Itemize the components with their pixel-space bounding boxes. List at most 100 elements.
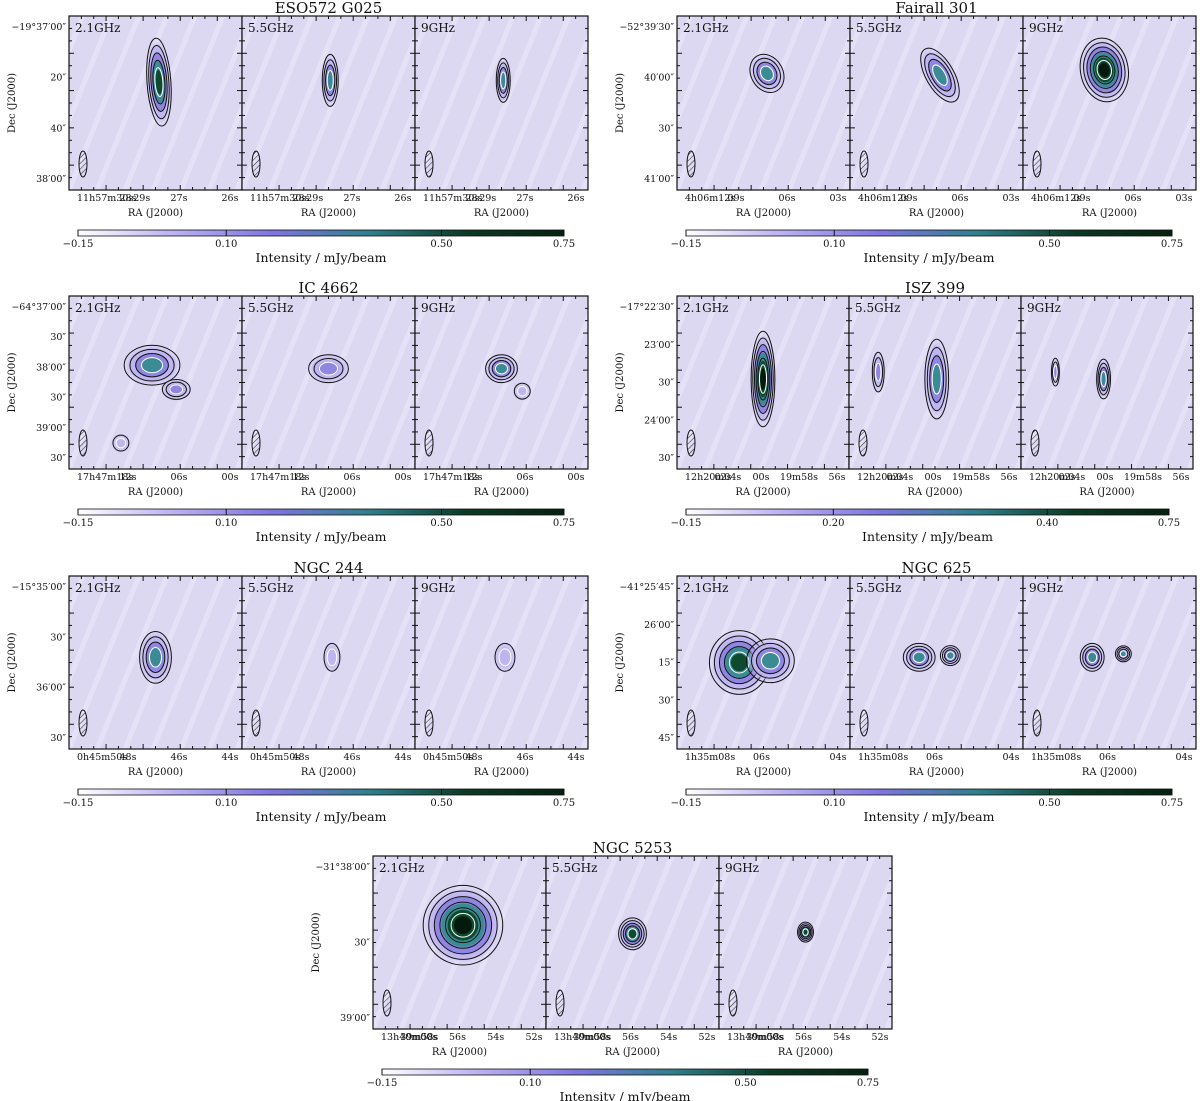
noise-stripe <box>468 16 544 190</box>
contour-line <box>728 651 750 674</box>
x-axis-label: RA (J2000) <box>128 487 183 498</box>
contour-line <box>516 385 528 397</box>
noise-stripe <box>800 856 876 1029</box>
noise-stripe <box>931 576 1007 749</box>
contour-line <box>1087 651 1098 664</box>
contour-line <box>755 350 771 408</box>
contour-line <box>1053 365 1058 379</box>
contour-line <box>627 928 638 940</box>
contour-line <box>498 648 512 667</box>
noise-stripe <box>730 16 806 190</box>
ra-tick-label: 4h06m12s <box>858 193 908 204</box>
frequency-label: 2.1GHz <box>683 21 728 35</box>
noise-stripe <box>415 576 460 687</box>
ra-tick-label: 11h57m30s29s <box>423 193 496 204</box>
contour-line <box>150 52 168 112</box>
beam-ellipse <box>251 709 261 737</box>
y-axis-label: Dec (J2000) <box>311 912 322 972</box>
contour-line <box>932 64 948 86</box>
ra-tick-label: 06s <box>779 193 796 204</box>
beam-ellipse <box>78 150 88 178</box>
noise-stripe <box>786 591 850 749</box>
ra-tick-label: 02s <box>887 472 904 483</box>
noise-stripe <box>958 314 1021 469</box>
colorbar-tick-label: −0.15 <box>671 239 702 250</box>
emission-blob <box>142 358 163 373</box>
y-axis-label: Dec (J2000) <box>7 73 18 133</box>
emission-blob <box>761 652 779 669</box>
noise-stripe <box>69 296 114 407</box>
beam-ellipse <box>424 150 434 178</box>
colorbar-tick-label: 0.50 <box>430 239 452 250</box>
dec-tick-label: −19°37′00″ <box>11 22 66 33</box>
contour-line <box>323 59 338 102</box>
contour-line <box>752 57 781 90</box>
target-title: IC 4662 <box>298 279 358 297</box>
noise-stripe <box>677 296 694 338</box>
frequency-label: 5.5GHz <box>248 21 293 35</box>
noise-stripe <box>524 311 588 469</box>
contour-line <box>491 360 512 378</box>
colorbar-tick-label: 0.20 <box>822 518 844 529</box>
contour-line <box>148 647 163 668</box>
noise-stripe <box>178 31 242 190</box>
ra-tick-label: 00s <box>925 472 942 483</box>
ra-tick-label: 56s <box>795 1032 812 1043</box>
contour-line <box>1093 55 1116 85</box>
noise-stripe <box>786 314 849 469</box>
y-axis-label: Dec (J2000) <box>615 632 626 692</box>
noise-stripe <box>267 576 343 749</box>
target-title: ISZ 399 <box>905 279 965 297</box>
frequency-label: 9GHz <box>1027 301 1061 315</box>
noise-stripe <box>295 16 371 190</box>
emission-blob <box>933 65 947 85</box>
colorbar-tick-label: 0.50 <box>1038 798 1060 809</box>
colorbar-label: Intensity / mJy/beam <box>256 809 387 824</box>
colorbar-tick-label: −0.15 <box>671 798 702 809</box>
noise-stripe <box>814 660 850 749</box>
contour-line <box>115 437 127 449</box>
contour-line <box>1079 642 1105 672</box>
ra-tick-label: 54s <box>487 1032 504 1043</box>
contour-line <box>801 926 810 938</box>
emission-blob <box>155 69 163 95</box>
ra-tick-label: 46s <box>344 752 361 763</box>
noise-stripe <box>496 16 572 190</box>
contour-line <box>140 357 164 374</box>
contour-line <box>488 357 515 381</box>
noise-stripe <box>415 16 432 58</box>
ra-tick-label: 28s <box>120 193 137 204</box>
noise-stripe <box>242 576 287 687</box>
contour-line <box>906 645 933 669</box>
emission-blob <box>453 916 472 935</box>
ra-tick-label: 06s <box>517 472 534 483</box>
x-axis-label: RA (J2000) <box>301 767 356 778</box>
contour-line <box>875 362 882 382</box>
contour-line <box>498 66 508 94</box>
ra-tick-label: 06s <box>344 472 361 483</box>
colorbar-tick-label: 0.75 <box>553 798 575 809</box>
x-axis-label: RA (J2000) <box>301 208 356 219</box>
x-axis-label: RA (J2000) <box>1079 487 1134 498</box>
ra-tick-label: 52s <box>699 1032 716 1043</box>
contour-line <box>929 355 945 403</box>
contour-line <box>941 647 959 664</box>
colorbar-label: Intensity / mJy/beam <box>862 529 993 544</box>
noise-stripe <box>1023 16 1068 128</box>
ra-tick-label: 56s <box>1173 472 1190 483</box>
contour-line <box>1084 648 1100 666</box>
x-axis-label: RA (J2000) <box>736 208 791 219</box>
dec-tick-label: −31°38′00″ <box>315 862 370 873</box>
emission-blob <box>628 929 637 939</box>
noise-stripe <box>150 576 226 749</box>
contour-line <box>1100 371 1107 388</box>
noise-stripe <box>959 591 1023 749</box>
colorbar-tick-label: 0.75 <box>553 518 575 529</box>
